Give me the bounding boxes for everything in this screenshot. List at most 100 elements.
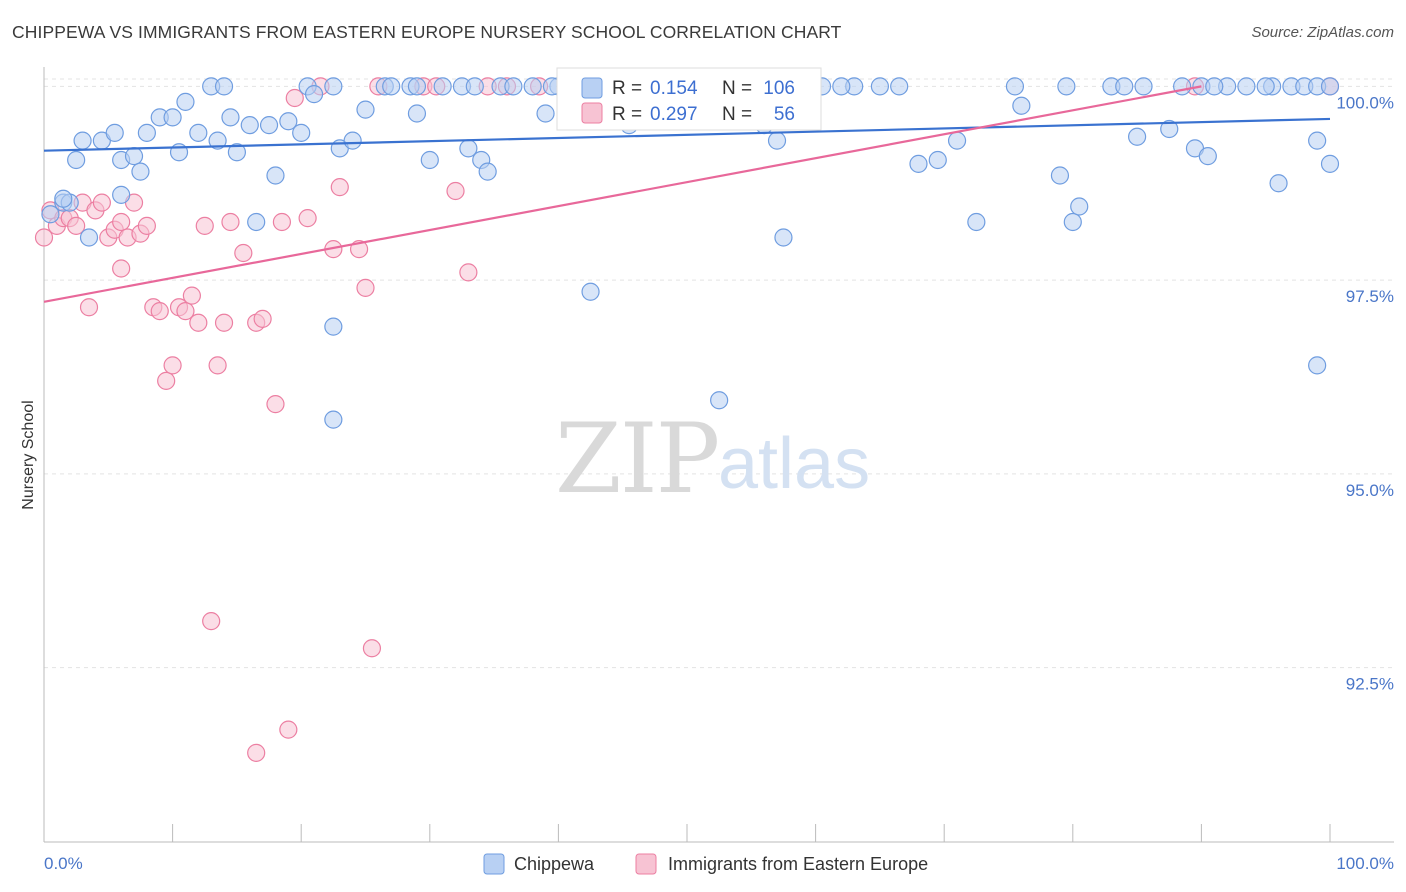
chippewa-point [1005,77,1025,96]
chippewa-point [131,162,150,181]
watermark-zip: ZIP [555,403,718,515]
chippewa-point [504,77,523,96]
eastern-europe-point [176,302,195,321]
chippewa-point [1256,77,1275,96]
chippewa-point [137,123,156,142]
chippewa-point [324,410,343,429]
chippewa-point [967,212,986,232]
eastern-europe-point [137,216,156,235]
stats-box: R = 0.154 N = 106 R = 0.297 N = 56 [556,67,822,131]
eastern-europe-trend-line [43,85,1202,303]
x-tick-label-min: 0.0% [44,854,83,873]
stats-swatch-pink [581,102,603,124]
chippewa-point [407,77,427,96]
chippewa-point [1160,119,1179,139]
chippewa-point [292,123,311,142]
chippewa-point [1308,356,1327,375]
eastern-europe-point [112,212,131,232]
eastern-europe-point [298,209,317,228]
stats-r-value-1: 0.154 [650,78,698,99]
eastern-europe-point [195,216,214,235]
watermark-atlas: atlas [718,424,870,504]
eastern-europe-point [459,263,478,282]
eastern-europe-point [163,356,182,375]
chippewa-point [1063,212,1082,232]
chippewa-point [79,228,99,247]
legend-swatch-chippewa [483,853,505,875]
stats-r-value-2: 0.297 [650,104,698,125]
eastern-europe-point [67,216,86,235]
chippewa-point [41,205,60,224]
eastern-europe-point [356,278,375,297]
stats-r-label-2: R = [612,104,642,125]
chippewa-point [710,391,729,410]
stats-n-value-2: 56 [774,104,795,125]
legend-label-chippewa: Chippewa [514,854,595,874]
eastern-europe-point [279,720,298,739]
x-ticks [43,824,1331,842]
chippewa-point [1237,77,1256,96]
eastern-europe-point [247,743,266,762]
y-tick-label: 95.0% [1346,481,1394,500]
eastern-europe-point [112,259,131,278]
chippewa-point [581,282,600,301]
eastern-europe-point [79,298,99,317]
chippewa-point [433,77,452,96]
chippewa-point [324,77,343,96]
chippewa-point [1320,77,1340,96]
eastern-europe-point [92,193,111,212]
chippewa-point [1308,131,1327,150]
chippewa-point [221,108,240,127]
legend: Chippewa Immigrants from Eastern Europe [483,853,928,875]
stats-n-value-1: 106 [763,78,795,99]
stats-n-label-1: N = [722,78,752,99]
chippewa-point [767,131,787,150]
y-tick-label: 92.5% [1346,675,1394,694]
chippewa-point [1127,127,1147,146]
eastern-europe-point [272,212,292,232]
chippewa-point [259,116,279,135]
chippewa-point [343,131,362,150]
axes [43,67,1394,843]
chippewa-point [247,212,266,232]
chippewa-point [478,162,497,181]
chippewa-point [356,100,375,119]
chart-title: CHIPPEWA VS IMMIGRANTS FROM EASTERN EURO… [12,22,842,42]
eastern-europe-point [266,395,285,414]
legend-label-eastern-europe: Immigrants from Eastern Europe [668,854,928,874]
chippewa-point [928,150,947,170]
y-axis-title: Nursery School [20,400,37,509]
stats-r-label-1: R = [612,78,642,99]
chippewa-point [208,131,227,150]
chippewa-point [189,123,208,142]
source-label: Source: ZipAtlas.com [1251,24,1394,41]
chippewa-point [465,77,484,96]
chippewa-point [832,77,851,96]
eastern-europe-point [221,212,240,232]
chippewa-point [407,104,427,123]
chippewa-point [947,131,967,150]
chippewa-point [112,185,131,204]
eastern-europe-point [446,181,465,201]
eastern-europe-point [214,313,234,332]
eastern-europe-point [182,286,201,305]
chippewa-point [890,77,909,96]
eastern-europe-point [157,371,176,390]
eastern-europe-point [285,88,304,108]
y-tick-label: 100.0% [1336,93,1394,112]
y-tick-labels: 100.0% 97.5% 95.0% 92.5% [1336,93,1394,693]
chippewa-point [324,317,343,336]
chippewa-point [214,77,234,96]
chippewa-point [163,108,182,127]
eastern-europe-point [362,639,382,658]
chippewa-point [54,189,73,208]
chippewa-point [73,131,92,150]
trend-lines [43,85,1331,303]
chippewa-point [1320,154,1340,173]
chippewa-point [105,123,124,142]
chippewa-point [240,116,259,135]
chippewa-point [523,77,542,96]
chippewa-point [67,150,86,170]
eastern-europe-point [34,228,54,247]
chippewa-point [1134,77,1153,96]
